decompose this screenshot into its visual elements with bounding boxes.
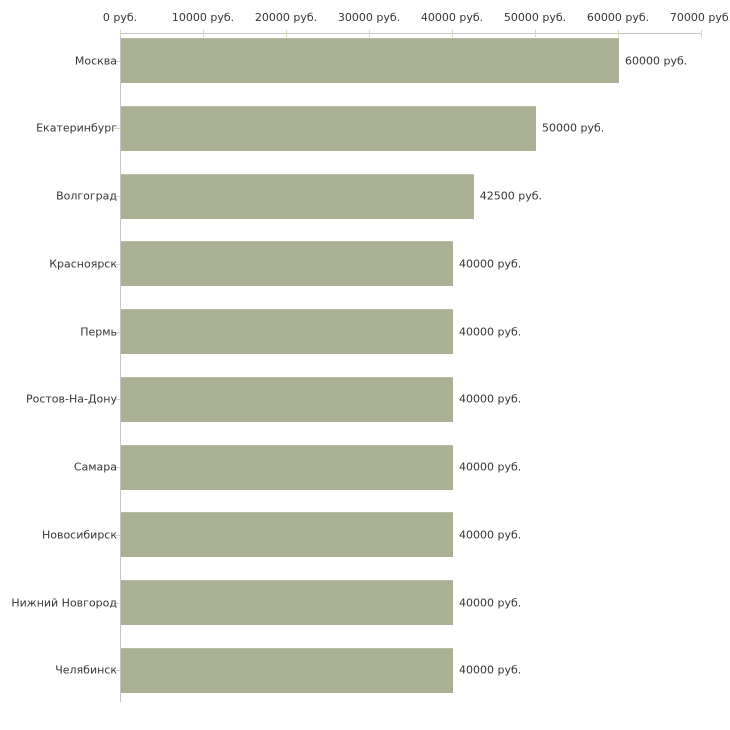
category-label: Самара <box>73 460 117 474</box>
bar-value-label: 42500 руб. <box>479 189 543 203</box>
bar <box>121 647 453 693</box>
category-label: Пермь <box>80 325 117 338</box>
y-tick-mark <box>114 331 120 333</box>
category-label: Нижний Новгород <box>11 596 117 609</box>
category-label: Челябинск <box>55 663 117 677</box>
y-axis-line <box>120 33 121 702</box>
bar <box>121 512 453 558</box>
x-tick-mark <box>535 30 536 37</box>
y-tick-mark <box>114 534 120 536</box>
category-label: Ростов-На-Дону <box>25 392 117 406</box>
bar-value-label: 40000 руб. <box>459 596 522 609</box>
x-tick-label: 40000 руб. <box>420 11 484 24</box>
category-label: Новосибирск <box>41 528 117 542</box>
x-tick-label: 0 руб. <box>102 11 138 24</box>
category-label: Екатеринбург <box>36 121 117 135</box>
x-tick-mark <box>618 30 619 37</box>
y-tick-mark <box>114 128 120 130</box>
x-tick-label: 60000 руб. <box>586 11 650 24</box>
x-tick-label: 30000 руб. <box>337 11 401 24</box>
y-tick-mark <box>114 60 120 62</box>
x-tick-mark <box>369 30 370 37</box>
bar-value-label: 60000 руб. <box>625 54 688 67</box>
y-tick-mark <box>114 602 120 604</box>
category-label: Волгоград <box>56 189 117 203</box>
bar-value-label: 40000 руб. <box>459 528 522 542</box>
y-tick-mark <box>114 263 120 265</box>
bar-value-label: 40000 руб. <box>459 460 522 474</box>
x-axis-line <box>120 33 701 34</box>
bar <box>121 444 453 490</box>
bar <box>121 38 619 83</box>
bar-value-label: 40000 руб. <box>459 663 522 677</box>
x-tick-mark <box>120 30 121 37</box>
x-tick-mark <box>203 30 204 37</box>
x-tick-label: 50000 руб. <box>503 11 567 24</box>
bar-value-label: 40000 руб. <box>459 257 522 271</box>
bar <box>121 309 453 354</box>
bar <box>121 105 536 151</box>
y-tick-mark <box>114 399 120 401</box>
x-tick-label: 10000 руб. <box>171 11 235 24</box>
category-label: Красноярск <box>49 257 117 271</box>
x-tick-mark <box>286 30 287 37</box>
y-tick-mark <box>114 467 120 468</box>
y-tick-mark <box>114 196 120 197</box>
x-tick-label: 70000 руб. <box>669 11 730 24</box>
x-tick-label: 20000 руб. <box>254 11 318 24</box>
bar <box>121 241 453 287</box>
bar <box>121 376 453 422</box>
bar-value-label: 50000 руб. <box>542 121 605 135</box>
x-tick-mark <box>701 30 702 37</box>
x-tick-mark <box>452 30 453 37</box>
bar-value-label: 40000 руб. <box>459 392 522 406</box>
y-tick-mark <box>114 670 120 672</box>
category-label: Москва <box>74 54 117 67</box>
bar-value-label: 40000 руб. <box>459 325 522 338</box>
bar <box>121 580 453 625</box>
bar <box>121 173 474 219</box>
